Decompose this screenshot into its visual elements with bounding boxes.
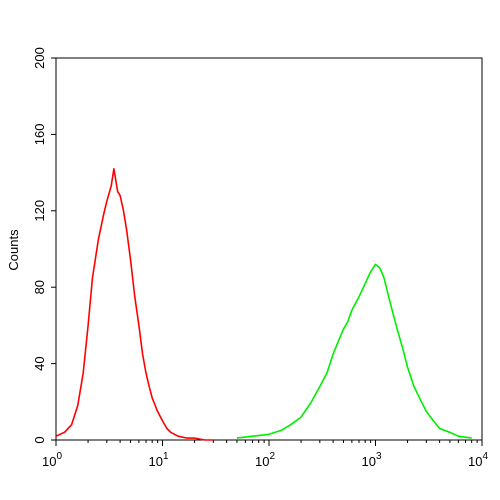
x-tick-base: 10 (255, 454, 269, 469)
y-axis-label: Counts (6, 229, 21, 271)
x-tick-label: 103 (361, 451, 381, 469)
x-tick-label: 101 (148, 451, 168, 469)
x-tick-exponent: 1 (163, 451, 169, 462)
y-tick-label: 200 (32, 47, 47, 69)
histogram-series-2 (236, 263, 472, 439)
y-tick-label: 0 (32, 436, 47, 443)
x-tick-label: 102 (255, 451, 275, 469)
y-tick-label: 120 (32, 200, 47, 222)
series-layer (55, 168, 472, 441)
x-tick-label: 100 (42, 451, 62, 469)
y-tick-label: 40 (32, 356, 47, 370)
x-axis-ticks: 100 101 102 103 104 (42, 440, 488, 469)
x-tick-exponent: 2 (269, 451, 275, 462)
x-tick-exponent: 4 (482, 451, 488, 462)
x-tick-exponent: 0 (56, 451, 62, 462)
histogram-series-1 (55, 168, 214, 441)
x-tick-base: 10 (148, 454, 162, 469)
y-tick-label: 160 (32, 124, 47, 146)
x-tick-base: 10 (42, 454, 56, 469)
x-tick-exponent: 3 (376, 451, 382, 462)
x-tick-label: 104 (468, 451, 488, 469)
y-tick-label: 80 (32, 280, 47, 294)
x-tick-base: 10 (361, 454, 375, 469)
plot-frame (55, 57, 483, 441)
x-tick-base: 10 (468, 454, 482, 469)
y-axis-ticks: 0 40 80 120 160 200 (32, 47, 56, 444)
